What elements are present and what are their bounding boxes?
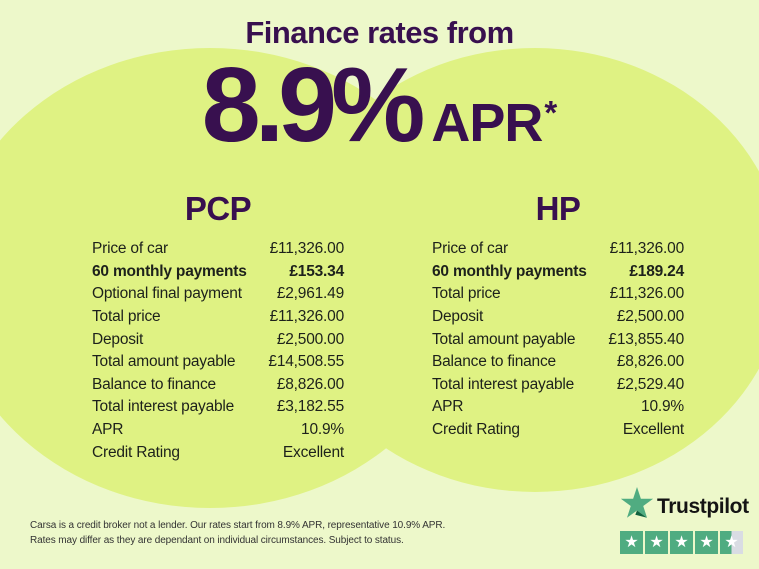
row-value: £14,508.55 xyxy=(268,353,344,371)
row-value: £3,182.55 xyxy=(276,398,344,416)
trustpilot-widget: Trustpilot ★ ★ ★ ★ ★ xyxy=(620,487,759,554)
row-value: £11,326.00 xyxy=(269,308,345,326)
row-label: Total interest payable xyxy=(432,375,575,393)
trustpilot-stars: ★ ★ ★ ★ ★ xyxy=(620,531,759,554)
lime-blob-right xyxy=(285,48,759,492)
row-label: Credit Rating xyxy=(92,443,180,461)
trustpilot-wordmark: Trustpilot xyxy=(657,494,749,518)
row-label: Total interest payable xyxy=(92,398,235,416)
hp-finance-table: HP Price of car £11,326.00 60 monthly pa… xyxy=(432,190,684,441)
table-row: Price of car £11,326.00 xyxy=(432,238,684,261)
rate-asterisk: * xyxy=(544,94,558,131)
row-label: Optional final payment xyxy=(92,285,242,303)
row-value: £11,326.00 xyxy=(269,240,345,258)
trustpilot-logo: Trustpilot xyxy=(620,487,759,526)
table-row: Total interest payable £3,182.55 xyxy=(92,396,344,419)
row-value: £153.34 xyxy=(289,262,344,280)
row-label: Total amount payable xyxy=(432,330,576,348)
row-label: Balance to finance xyxy=(92,375,216,393)
pcp-heading: PCP xyxy=(184,190,252,227)
table-row: Deposit £2,500.00 xyxy=(432,306,684,329)
table-row: Total price £11,326.00 xyxy=(92,306,344,329)
table-row: Credit Rating Excellent xyxy=(432,419,684,442)
table-row: Total price £11,326.00 xyxy=(432,283,684,306)
table-row: Optional final payment £2,961.49 xyxy=(92,283,344,306)
row-value: £8,826.00 xyxy=(276,375,344,393)
disclaimer-line-1: Carsa is a credit broker not a lender. O… xyxy=(30,520,446,531)
row-label: Deposit xyxy=(92,330,144,348)
row-label: Deposit xyxy=(432,308,484,326)
row-label: Total price xyxy=(432,285,501,303)
table-row: 60 monthly payments £153.34 xyxy=(92,261,344,284)
row-value: £13,855.40 xyxy=(608,330,684,348)
row-value: £2,961.49 xyxy=(276,285,344,303)
row-value: Excellent xyxy=(282,443,344,461)
table-row: Deposit £2,500.00 xyxy=(92,328,344,351)
rating-star: ★ xyxy=(720,531,743,554)
disclaimer-line-2: Rates may differ as they are dependant o… xyxy=(30,535,404,546)
row-label: Total amount payable xyxy=(92,353,236,371)
table-row: Balance to finance £8,826.00 xyxy=(432,351,684,374)
pcp-rows: Price of car £11,326.00 60 monthly payme… xyxy=(92,238,344,464)
rating-star: ★ xyxy=(670,531,693,554)
row-value: £2,529.40 xyxy=(616,375,684,393)
table-row: Price of car £11,326.00 xyxy=(92,238,344,261)
row-label: 60 monthly payments xyxy=(92,262,247,280)
rating-star: ★ xyxy=(695,531,718,554)
table-row: Balance to finance £8,826.00 xyxy=(92,374,344,397)
table-row: Credit Rating Excellent xyxy=(92,441,344,464)
row-label: Credit Rating xyxy=(432,421,520,439)
row-label: Total price xyxy=(92,308,161,326)
row-value: 10.9% xyxy=(641,398,684,416)
rating-star: ★ xyxy=(620,531,643,554)
hp-heading: HP xyxy=(535,190,581,227)
table-row: Total interest payable £2,529.40 xyxy=(432,374,684,397)
headline-rate: 8.9% APR * xyxy=(0,52,759,158)
row-value: £2,500.00 xyxy=(616,308,684,326)
row-value: £11,326.00 xyxy=(609,240,685,258)
row-label: Price of car xyxy=(432,240,508,258)
rate-apr-label: APR xyxy=(431,93,543,153)
row-value: £8,826.00 xyxy=(616,353,684,371)
table-row: APR 10.9% xyxy=(432,396,684,419)
hp-rows: Price of car £11,326.00 60 monthly payme… xyxy=(432,238,684,441)
legal-disclaimer: Carsa is a credit broker not a lender. O… xyxy=(30,518,445,548)
row-value: £2,500.00 xyxy=(276,330,344,348)
table-row: 60 monthly payments £189.24 xyxy=(432,261,684,284)
table-row: APR 10.9% xyxy=(92,419,344,442)
row-label: 60 monthly payments xyxy=(432,262,587,280)
pcp-finance-table: PCP Price of car £11,326.00 60 monthly p… xyxy=(92,190,344,464)
row-label: Balance to finance xyxy=(432,353,556,371)
trustpilot-star-icon xyxy=(620,487,654,526)
rate-value: 8.9% xyxy=(201,46,426,164)
banner-title: Finance rates from xyxy=(245,15,514,50)
row-label: APR xyxy=(92,421,124,439)
row-value: Excellent xyxy=(622,421,684,439)
table-row: Total amount payable £14,508.55 xyxy=(92,351,344,374)
row-label: Price of car xyxy=(92,240,168,258)
table-row: Total amount payable £13,855.40 xyxy=(432,328,684,351)
row-value: 10.9% xyxy=(301,421,344,439)
row-value: £189.24 xyxy=(629,262,684,280)
rating-star: ★ xyxy=(645,531,668,554)
row-label: APR xyxy=(432,398,464,416)
row-value: £11,326.00 xyxy=(609,285,685,303)
